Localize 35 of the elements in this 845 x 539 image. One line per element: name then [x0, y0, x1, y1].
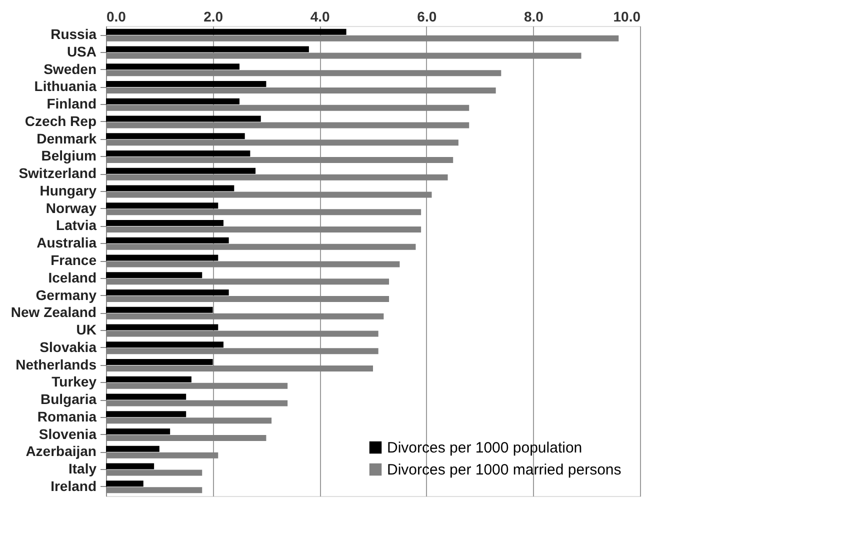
legend-label: Divorces per 1000 population [387, 440, 582, 456]
x-tick-label: 10.0 [613, 8, 641, 24]
y-tick-label: USA [66, 43, 96, 60]
y-tick-label: Romania [37, 408, 97, 424]
y-tick-label: Netherlands [16, 356, 97, 372]
y-tick-label: Australia [36, 234, 97, 251]
y-tick-label: Turkey [52, 374, 97, 390]
y-tick-label: UK [76, 322, 96, 338]
y-tick-label: Denmark [36, 130, 97, 146]
y-tick-label: Slovenia [38, 426, 97, 442]
y-tick-label: Sweden [44, 60, 96, 77]
y-tick-label: Bulgaria [40, 391, 97, 407]
y-tick-label: Russia [50, 26, 97, 42]
x-tick-label: 2.0 [204, 8, 224, 24]
y-tick-label: Ireland [50, 478, 96, 494]
y-tick-label: Azerbaijan [26, 443, 96, 460]
y-tick-label: Switzerland [18, 165, 96, 182]
y-tick-label: Hungary [40, 182, 97, 198]
y-tick-label: Iceland [48, 269, 96, 286]
y-tick-label: France [50, 252, 97, 268]
y-tick-label: Slovakia [40, 338, 97, 355]
x-tick-label: 4.0 [310, 8, 330, 24]
y-tick-label: Czech Rep [24, 113, 96, 129]
y-tick-label: Norway [46, 200, 97, 216]
y-tick-label: Latvia [56, 217, 97, 234]
y-tick-label: Germany [36, 286, 97, 303]
x-tick-label: 8.0 [524, 8, 544, 24]
legend-label: Divorces per 1000 married persons [387, 462, 622, 478]
y-tick-label: Lithuania [34, 78, 97, 94]
y-tick-label: Italy [68, 460, 97, 477]
y-tick-label: New Zealand [10, 304, 96, 320]
x-tick-label: 6.0 [417, 8, 437, 24]
x-tick-label: 0.0 [106, 8, 126, 24]
y-tick-label: Finland [46, 96, 96, 112]
y-tick-label: Belgium [41, 148, 96, 164]
